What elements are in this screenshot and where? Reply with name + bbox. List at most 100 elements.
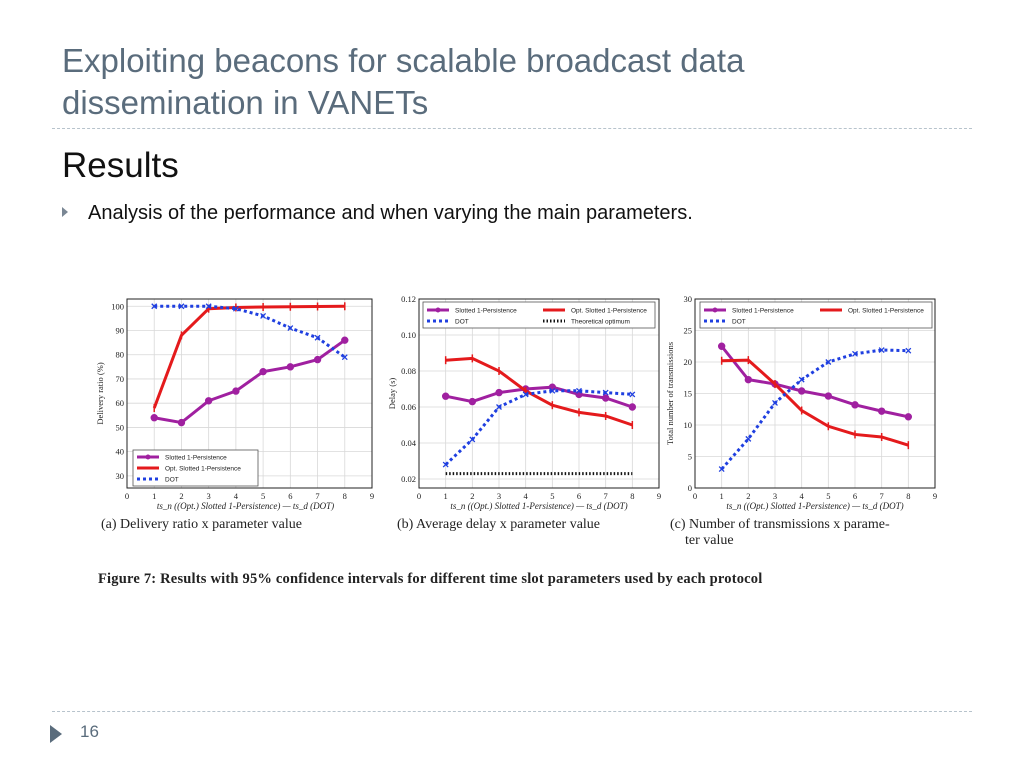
y-tick-label: 5 [688, 452, 692, 462]
data-point [232, 387, 240, 395]
y-tick-label: 90 [116, 326, 125, 336]
series-line [152, 304, 345, 409]
y-tick-label: 30 [684, 294, 693, 304]
slide-title-line1: Exploiting beacons for scalable broadcas… [62, 42, 745, 79]
x-tick-label: 0 [417, 491, 421, 501]
x-tick-label: 7 [880, 491, 884, 501]
y-tick-label: 20 [684, 357, 693, 367]
x-tick-label: 9 [657, 491, 661, 501]
series-line [444, 389, 633, 466]
x-tick-label: 7 [604, 491, 608, 501]
plot-frame [126, 298, 373, 489]
data-point [824, 392, 833, 400]
bullet-item: Analysis of the performance and when var… [62, 202, 693, 225]
section-heading: Results [62, 146, 179, 185]
slide-title: Exploiting beacons for scalable broadcas… [62, 40, 962, 124]
x-tick-label: 6 [577, 491, 581, 501]
data-point [496, 404, 502, 410]
x-tick-label: 4 [800, 491, 805, 501]
data-point [205, 303, 212, 310]
y-tick-label: 0.02 [401, 474, 416, 484]
x-tick-label: 1 [152, 491, 156, 501]
y-axis-label: Total number of transmissions [665, 342, 675, 445]
y-tick-label: 40 [116, 447, 125, 457]
data-point [576, 387, 582, 394]
y-tick-label: 0.04 [401, 438, 417, 448]
page-number: 16 [80, 722, 99, 741]
y-tick-label: 0.10 [401, 330, 416, 340]
data-point [851, 401, 859, 409]
legend-label: Opt. Slotted 1-Persistence [571, 308, 647, 315]
data-point [877, 407, 886, 415]
data-point [232, 305, 239, 312]
x-tick-label: 3 [773, 491, 777, 501]
legend-label: Slotted 1-Persistence [455, 308, 517, 315]
y-tick-label: 70 [116, 374, 125, 384]
data-point [286, 363, 295, 371]
caption-c-line1: (c) Number of transmissions x parame- [670, 517, 890, 532]
x-tick-label: 0 [125, 491, 129, 501]
bullet-text: Analysis of the performance and when var… [88, 202, 693, 224]
data-point [798, 376, 805, 383]
legend-box [699, 301, 933, 329]
data-point [150, 414, 158, 422]
caption-c-line2: ter value [685, 533, 734, 548]
x-tick-label: 3 [207, 491, 211, 501]
chart-delivery-ratio: 0 1 2 3 4 5 6 7 8 9 30 40 50 60 70 80 90 100 Delivery rati… [95, 298, 374, 511]
x-axis-label: ts_n ((Opt.) Slotted 1-Persistence) — ts… [157, 501, 334, 511]
x-tick-label: 5 [826, 491, 830, 501]
x-axis-label: ts_n ((Opt.) Slotted 1-Persistence) — ts… [450, 501, 627, 511]
data-point [904, 413, 913, 421]
series-line [445, 356, 633, 427]
data-point [602, 389, 609, 396]
x-tick-label: 7 [315, 491, 319, 501]
x-tick-label: 0 [693, 491, 697, 501]
x-tick-label: 1 [444, 491, 448, 501]
data-point [287, 325, 294, 332]
x-axis-label: ts_n ((Opt.) Slotted 1-Persistence) — ts… [726, 501, 903, 511]
data-point [495, 388, 503, 397]
x-tick-label: 2 [470, 491, 474, 501]
caption-b: (b) Average delay x parameter value [397, 517, 601, 532]
data-point [469, 436, 476, 443]
x-tick-label: 3 [497, 491, 501, 501]
series-line [720, 345, 909, 419]
x-tick-label: 5 [550, 491, 554, 501]
data-point [601, 394, 610, 402]
data-point [341, 354, 348, 361]
data-point [204, 397, 213, 405]
legend-label: DOT [732, 319, 746, 326]
legend-label: Opt. Slotted 1-Persistence [848, 308, 924, 315]
footer-arrow-icon [50, 725, 62, 743]
data-point [744, 375, 753, 384]
caption-a: (a) Delivery ratio x parameter value [101, 517, 302, 532]
plot-frame [418, 298, 660, 489]
y-tick-label: 50 [116, 422, 125, 432]
x-tick-label: 6 [853, 491, 857, 501]
y-tick-label: 0.12 [401, 294, 416, 304]
y-tick-label: 15 [684, 389, 693, 399]
data-point [628, 403, 637, 411]
legend-marker [712, 307, 718, 313]
series-line [445, 385, 633, 409]
data-point [745, 435, 752, 442]
x-tick-label: 2 [179, 491, 183, 501]
legend-label: DOT [165, 477, 179, 484]
data-point [522, 391, 529, 398]
legend-label: Slotted 1-Persistence [732, 308, 794, 315]
chart-average-delay: 0 1 2 3 4 5 6 7 8 9 0.02 0.04 0.06 0.08 0.10 0.12 Delay … [387, 294, 661, 511]
data-point [441, 392, 450, 400]
data-point [313, 355, 322, 364]
y-axis-label: Delivery ratio (%) [95, 362, 105, 424]
y-tick-label: 0 [688, 483, 692, 493]
x-tick-label: 9 [370, 491, 374, 501]
data-point [878, 347, 885, 353]
legend-label: Opt. Slotted 1-Persistence [165, 466, 241, 473]
data-point [259, 367, 267, 376]
data-point [178, 303, 185, 310]
legend-box [422, 301, 656, 329]
data-point [468, 397, 477, 406]
footer-divider [52, 711, 972, 712]
bullet-arrow-icon [62, 206, 68, 217]
data-point [341, 336, 349, 344]
